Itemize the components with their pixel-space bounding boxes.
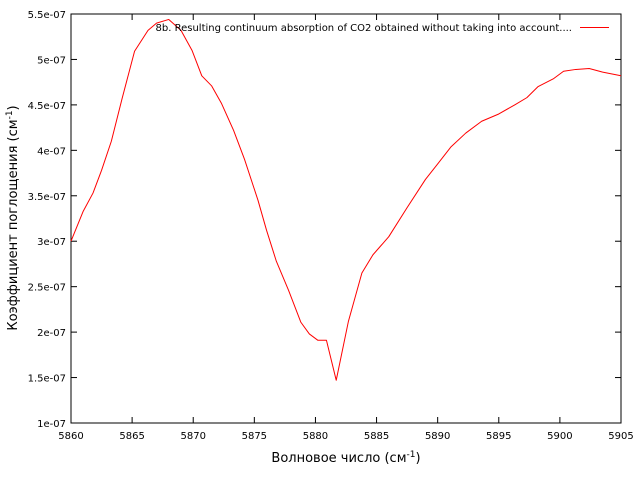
x-tick-label: 5860: [58, 431, 83, 442]
legend: 8b. Resulting continuum absorption of CO…: [156, 23, 609, 34]
data-point: [317, 340, 318, 341]
data-point: [336, 380, 337, 381]
data-point: [168, 19, 169, 20]
x-tick-label: 5900: [547, 431, 572, 442]
data-point: [70, 241, 71, 242]
data-point: [514, 104, 515, 105]
x-tick-label: 5870: [180, 431, 205, 442]
data-point: [425, 179, 426, 180]
data-point: [589, 68, 590, 69]
data-point: [407, 207, 408, 208]
y-tick-label: 1.5e-07: [28, 374, 66, 385]
data-point: [300, 322, 301, 323]
x-axis-title: Волновое число (см-1): [271, 450, 420, 466]
data-point: [92, 192, 93, 193]
data-point: [553, 78, 554, 79]
data-point: [276, 261, 277, 262]
data-point: [111, 141, 112, 142]
data-point: [575, 69, 576, 70]
y-tick-label: 5.5e-07: [28, 10, 66, 21]
x-tick-label: 5895: [486, 431, 511, 442]
data-point: [465, 132, 466, 133]
y-tick-label: 4e-07: [37, 146, 66, 157]
y-tick-label: 2e-07: [37, 328, 66, 339]
plot-area-frame: [70, 13, 622, 424]
series-line: [70, 18, 622, 381]
x-tick-label: 5865: [119, 431, 144, 442]
data-point: [122, 97, 123, 98]
x-tick-label: 5905: [608, 431, 633, 442]
data-point: [388, 236, 389, 237]
data-point: [201, 75, 202, 76]
data-point: [191, 50, 192, 51]
data-point: [537, 86, 538, 87]
data-point: [101, 170, 102, 171]
x-tick-label: 5885: [364, 431, 389, 442]
y-tick-label: 4.5e-07: [28, 101, 66, 112]
y-axis-title: Коэффициент поглощения (см-1): [5, 105, 21, 330]
data-point: [244, 159, 245, 160]
y-tick-label: 3e-07: [37, 237, 66, 248]
x-tick-label: 5890: [425, 431, 450, 442]
data-point: [498, 113, 499, 114]
data-point: [602, 72, 603, 73]
data-point: [348, 321, 349, 322]
data-point: [134, 51, 135, 52]
y-axis: 1e-07 1.5e-07 2e-07 2.5e-07 3e-07 3.5e-07 4e-0…: [28, 10, 621, 430]
y-tick-label: 1e-07: [37, 419, 66, 430]
data-point: [211, 85, 212, 86]
data-point: [437, 163, 438, 164]
data-point: [221, 102, 222, 103]
data-point: [372, 254, 373, 255]
data-point: [147, 30, 148, 31]
series-layer: [70, 18, 622, 381]
data-point: [361, 272, 362, 273]
data-point: [620, 75, 621, 76]
y-tick-label: 5e-07: [37, 55, 66, 66]
data-point: [83, 211, 84, 212]
data-point: [563, 71, 564, 72]
data-point: [266, 230, 267, 231]
data-point: [233, 130, 234, 131]
x-tick-label: 5880: [303, 431, 328, 442]
data-point: [257, 200, 258, 201]
data-point: [288, 290, 289, 291]
x-axis: 5860 5865 5870 5875 5880 5885 5890 5895 5900 5905: [58, 14, 634, 442]
y-tick-label: 3.5e-07: [28, 192, 66, 203]
data-point: [526, 97, 527, 98]
x-tick-label: 5875: [242, 431, 267, 442]
data-point: [326, 340, 327, 341]
data-point: [451, 146, 452, 147]
y-tick-label: 2.5e-07: [28, 283, 66, 294]
data-point: [481, 121, 482, 122]
legend-label: 8b. Resulting continuum absorption of CO…: [156, 23, 572, 34]
data-point: [309, 333, 310, 334]
